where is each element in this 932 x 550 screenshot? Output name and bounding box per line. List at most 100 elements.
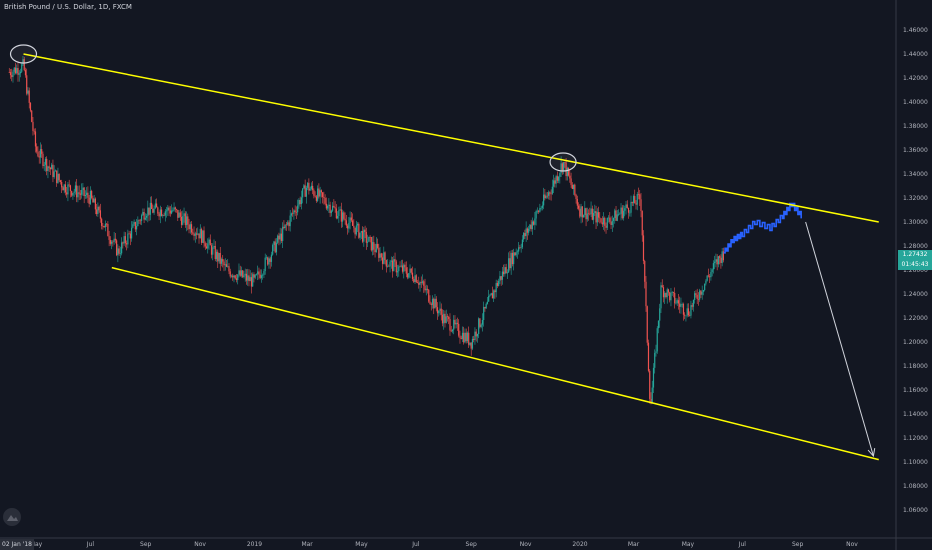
candle-body xyxy=(284,224,286,229)
candle-body xyxy=(26,75,28,94)
candle-body xyxy=(167,207,169,211)
candle-body xyxy=(489,295,491,297)
projection-path xyxy=(723,202,802,254)
candle-body xyxy=(629,212,631,214)
candle-body xyxy=(716,259,718,265)
price-tick-label: 1.10000 xyxy=(903,459,928,466)
candle-body xyxy=(302,188,304,198)
time-tick-label: Nov xyxy=(520,541,532,548)
chart-title: British Pound / U.S. Dollar, 1D, FXCM xyxy=(4,3,132,11)
time-axis[interactable]: May Jul Sep Nov 2019 Mar May Jul Sep Nov 2020 Mar Ma… xyxy=(30,541,859,548)
candle-body xyxy=(386,265,389,267)
candle-body xyxy=(239,270,241,276)
candle-body xyxy=(268,258,270,265)
candle-body xyxy=(433,298,435,309)
candle-body xyxy=(223,261,225,266)
candle-body xyxy=(528,228,530,233)
candle-body xyxy=(591,208,593,220)
candle-body xyxy=(338,210,340,217)
candle-body xyxy=(99,210,101,219)
candle-body xyxy=(323,196,325,198)
candle-body xyxy=(272,245,274,255)
candle-body xyxy=(218,252,220,262)
candle-body xyxy=(479,318,481,327)
candle-body xyxy=(237,274,239,281)
candle-body xyxy=(584,208,586,216)
candle-body xyxy=(560,163,562,174)
candle-body xyxy=(415,275,417,283)
candle-body xyxy=(539,208,541,212)
candle-body xyxy=(454,319,456,325)
price-tick-label: 1.42000 xyxy=(903,75,928,82)
candle-body xyxy=(378,247,380,258)
candle-body xyxy=(118,248,120,254)
candle-body xyxy=(304,185,306,197)
candle-body xyxy=(685,315,687,317)
candle-body xyxy=(529,224,531,229)
candle-body xyxy=(380,253,382,258)
candle-body xyxy=(518,247,520,252)
candle-body xyxy=(354,227,356,235)
candle-body xyxy=(310,185,312,189)
candle-body xyxy=(194,233,196,236)
candle-body xyxy=(62,187,64,191)
candle-body xyxy=(582,215,585,218)
candle-body xyxy=(669,292,671,301)
candle-body xyxy=(346,225,349,229)
candle-body xyxy=(180,216,183,225)
candle-body xyxy=(253,274,255,278)
candle-body xyxy=(634,196,636,204)
candle-body xyxy=(92,197,94,203)
candle-body xyxy=(515,252,517,256)
candle-body xyxy=(400,265,402,267)
mountain-icon xyxy=(7,515,18,521)
candle-body xyxy=(461,332,464,339)
trendline-upper xyxy=(23,53,879,223)
candle-body xyxy=(701,291,703,295)
candle-body xyxy=(185,216,188,226)
candle-body xyxy=(388,265,390,267)
candle-body xyxy=(46,158,48,172)
candle-body xyxy=(292,213,294,215)
candle-body xyxy=(232,275,234,278)
candle-body xyxy=(351,220,354,226)
candle-body xyxy=(384,252,386,261)
time-tick-label: Mar xyxy=(628,541,640,548)
tradingview-logo-icon[interactable] xyxy=(3,508,21,526)
price-axis[interactable]: 1.46000 1.44000 1.42000 1.40000 1.38000 1.360… xyxy=(903,27,928,514)
candles xyxy=(8,56,725,405)
highlight-ellipse xyxy=(549,152,577,172)
highlight-ellipse xyxy=(9,44,38,64)
candle-body xyxy=(234,275,236,279)
time-tick-label: Sep xyxy=(140,541,152,548)
candle-body xyxy=(142,212,144,216)
candle-body xyxy=(207,243,209,249)
candle-body xyxy=(696,294,698,300)
candle-body xyxy=(596,212,598,223)
time-tick-label: May xyxy=(682,541,695,548)
candle-body xyxy=(410,268,412,273)
candle-body xyxy=(200,228,203,243)
candle-body xyxy=(587,213,590,215)
candle-body xyxy=(88,197,90,204)
candle-body xyxy=(470,342,472,349)
candle-body xyxy=(64,184,67,193)
candle-body xyxy=(279,233,281,240)
candle-body xyxy=(86,192,88,195)
candle-body xyxy=(114,238,116,241)
candle-body xyxy=(426,288,429,290)
candle-body xyxy=(345,220,347,226)
candle-body xyxy=(444,313,446,323)
candle-body xyxy=(289,215,291,227)
candle-body xyxy=(707,275,710,277)
candle-body xyxy=(564,162,566,163)
candle-body xyxy=(68,184,70,186)
candle-body xyxy=(570,178,572,185)
candle-body xyxy=(675,302,677,304)
candle-body xyxy=(719,256,721,258)
candle-body xyxy=(526,228,528,233)
candle-body xyxy=(586,213,588,220)
candle-body xyxy=(198,233,200,239)
candle-body xyxy=(712,263,715,270)
